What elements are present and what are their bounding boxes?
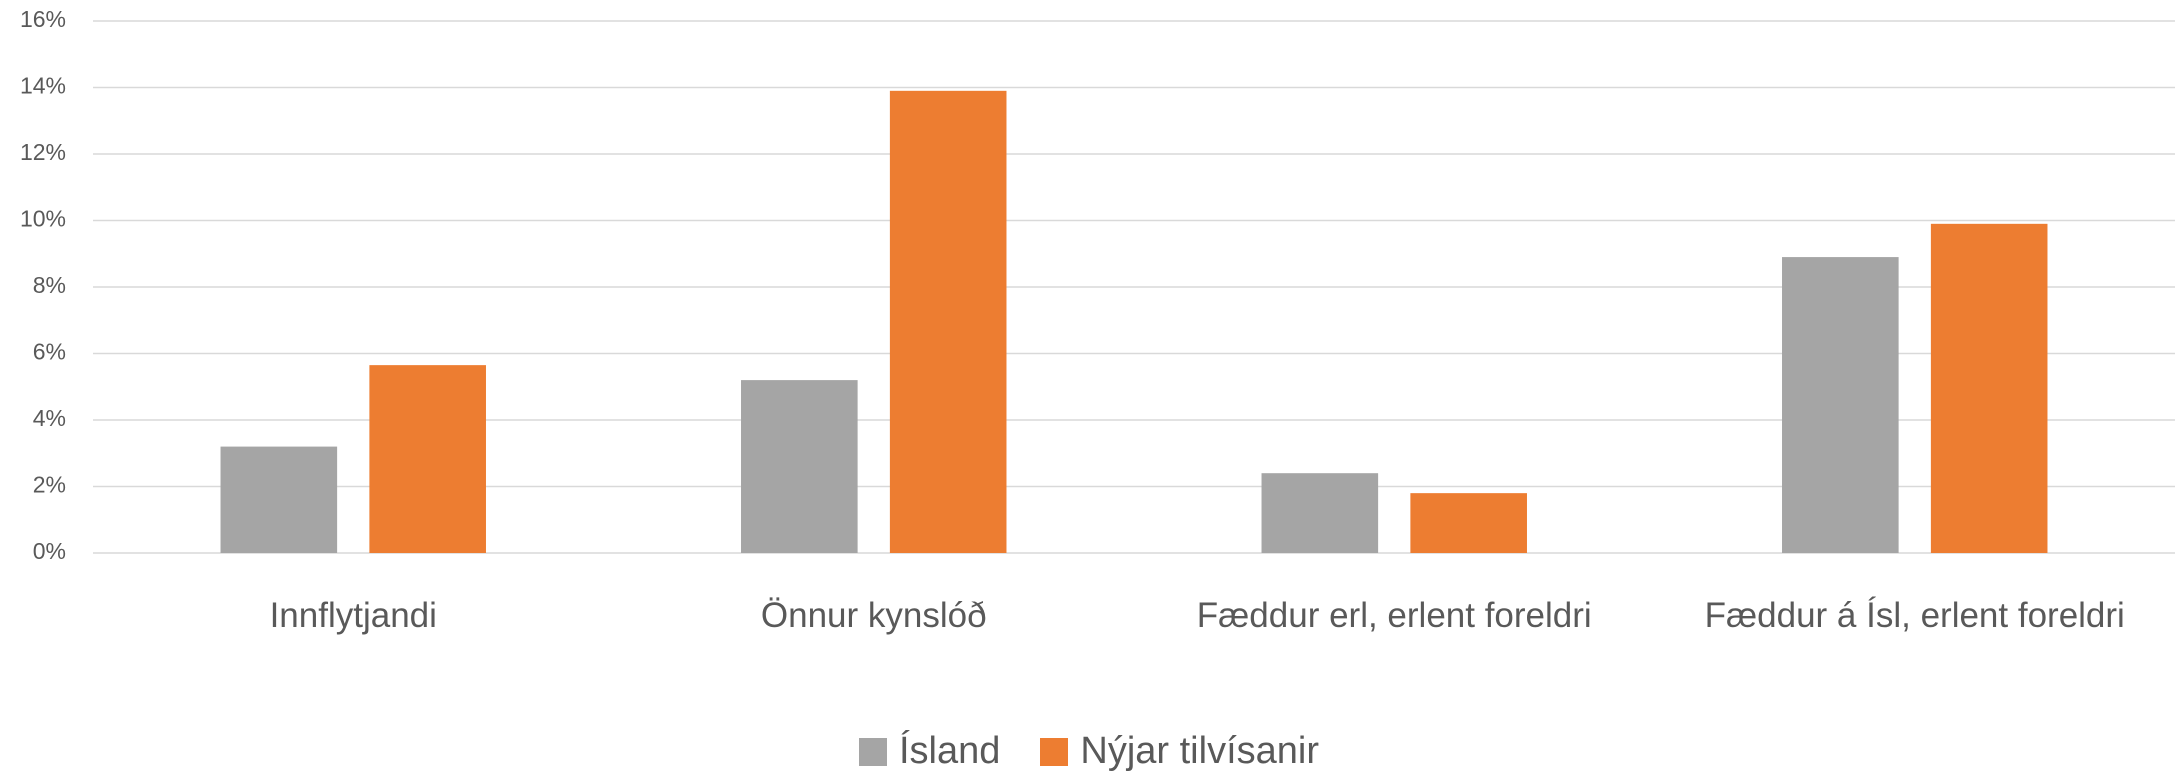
legend-swatch <box>858 737 887 766</box>
bar <box>369 365 486 553</box>
bar <box>1261 473 1379 553</box>
bar <box>741 380 858 553</box>
y-tick-label: 2% <box>33 472 66 498</box>
y-tick-label: 14% <box>20 73 66 99</box>
y-tick-label: 8% <box>33 272 66 298</box>
legend-item: Nýjar tilvísanir <box>1040 730 1319 773</box>
legend-label: Nýjar tilvísanir <box>1080 730 1319 772</box>
legend: Ísland Nýjar tilvísanir <box>0 730 2178 773</box>
x-tick-label: Fæddur erl, erlent foreldri <box>1196 596 1592 635</box>
bar <box>1930 223 2048 553</box>
legend-label: Ísland <box>898 730 1001 772</box>
legend-swatch <box>1040 737 1069 766</box>
x-tick-label: Fæddur á Ísl, erlent foreldri <box>1704 596 2125 635</box>
y-tick-label: 10% <box>20 206 66 232</box>
bar <box>1410 493 1527 553</box>
y-tick-label: 4% <box>33 405 66 431</box>
x-tick-label: Innflytjandi <box>269 596 437 635</box>
bar <box>220 446 338 553</box>
bar <box>1782 257 1899 553</box>
legend-item: Ísland <box>858 730 1001 773</box>
bar <box>889 90 1007 553</box>
x-tick-label: Önnur kynslóð <box>760 596 987 635</box>
y-tick-label: 16% <box>20 6 66 32</box>
y-tick-label: 0% <box>33 538 66 564</box>
y-tick-label: 12% <box>20 139 66 165</box>
y-tick-label: 6% <box>33 339 66 365</box>
